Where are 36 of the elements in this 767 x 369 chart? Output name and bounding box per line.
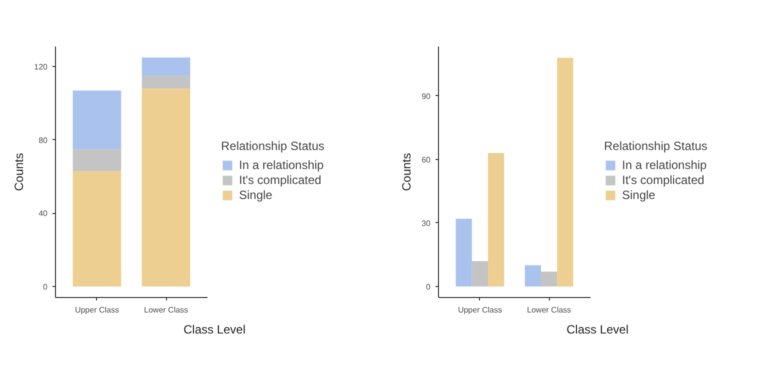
bar [557,58,574,286]
bar [72,149,122,172]
x-tick-label: Upper Class [458,306,502,314]
y-tick-label: 90 [422,92,432,101]
y-tick-label: 60 [422,155,432,164]
legend-label: In a relationship [622,158,707,172]
legend-label: Single [622,188,656,202]
y-tick-label: 30 [422,218,432,228]
bar [540,272,558,286]
legend-title: Relationship Status [221,139,324,153]
y-axis-title: Counts [12,152,26,192]
legend-label: It's complicated [239,173,322,187]
bar [72,171,122,287]
x-tick-label: Lower Class [527,306,572,314]
y-axis-title: Counts [400,152,414,192]
bar [142,57,190,76]
y-tick-label: 40 [38,209,48,218]
x-axis-title: Class Level [183,322,246,336]
legend-title: Relationship Status [604,139,708,153]
x-axis-title: Class Level [566,322,629,336]
bar [142,88,190,287]
legend-label: It's complicated [622,173,704,187]
x-tick-label: Lower Class [144,306,188,314]
bar [472,261,488,286]
bar [456,218,472,286]
y-tick-label: 120 [34,62,48,72]
bar [488,153,504,286]
bar [142,76,190,89]
y-tick-label: 0 [426,282,432,292]
y-tick-label: 80 [38,136,48,145]
legend-label: In a relationship [239,158,324,172]
bar [524,265,541,286]
bar [72,90,122,150]
legend-label: Single [239,188,272,202]
x-tick-label: Upper Class [74,306,119,314]
y-tick-label: 0 [43,282,48,292]
